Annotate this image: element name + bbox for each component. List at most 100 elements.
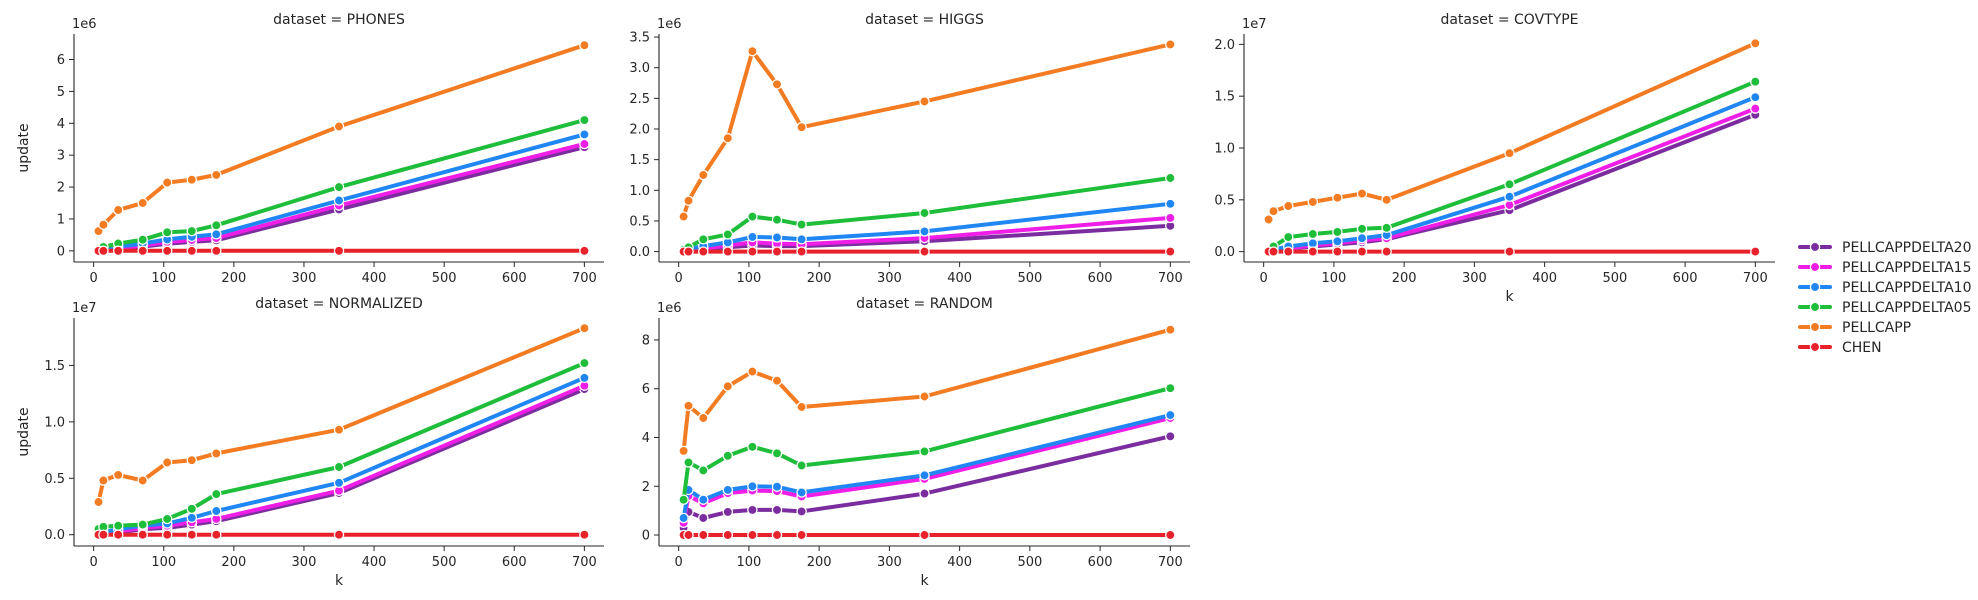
data-point xyxy=(98,529,109,540)
data-point xyxy=(333,181,345,193)
data-point xyxy=(137,529,148,540)
y-tick-label: 3 xyxy=(57,149,65,164)
panel-title: dataset = RANDOM xyxy=(856,296,993,312)
data-point xyxy=(771,529,783,541)
data-point xyxy=(1165,529,1176,541)
data-point xyxy=(796,506,807,517)
x-tick-label: 300 xyxy=(292,555,317,570)
data-point xyxy=(161,529,173,540)
data-point xyxy=(678,445,689,457)
data-point xyxy=(333,195,345,206)
data-point xyxy=(579,129,590,140)
y-tick-label: 3.5 xyxy=(629,31,650,46)
data-point xyxy=(747,246,758,257)
x-axis-label: k xyxy=(1505,289,1514,305)
panel-title: dataset = COVTYPE xyxy=(1440,12,1578,28)
data-point xyxy=(919,207,930,219)
panel-random: dataset = RANDOM 0 2 4 6 8 1e6 0 100 200 300 400 500… xyxy=(642,296,1190,589)
series-line-pellcappdelta05 xyxy=(1266,79,1758,254)
data-point xyxy=(1332,192,1343,203)
series-pellcappdelta10 xyxy=(1263,91,1761,257)
y-tick-label: 1.5 xyxy=(44,359,65,374)
data-point xyxy=(186,225,198,237)
y-tick-label: 2.5 xyxy=(629,92,650,107)
x-tick-label: 400 xyxy=(1532,271,1557,286)
data-point xyxy=(579,357,590,369)
data-point xyxy=(1165,324,1176,335)
data-point xyxy=(771,481,783,492)
series-chen xyxy=(678,529,1176,541)
legend-swatch-marker xyxy=(1809,281,1821,293)
data-point xyxy=(722,132,734,144)
panel-phones: dataset = PHONES 0 1 2 3 4 5 6 1e6 0 100 200 300 400 5… xyxy=(16,12,604,286)
x-tick-label: 500 xyxy=(432,555,457,570)
data-point xyxy=(919,246,930,257)
y-offset-label: 1e7 xyxy=(72,301,97,316)
data-point xyxy=(678,494,689,505)
data-point xyxy=(112,529,124,540)
y-tick-label: 4 xyxy=(57,117,65,132)
data-point xyxy=(747,529,758,541)
data-point xyxy=(579,114,590,126)
data-point xyxy=(579,322,590,334)
data-point xyxy=(161,245,173,257)
y-axis-label: update xyxy=(16,407,32,456)
data-point xyxy=(161,227,173,238)
data-point xyxy=(771,232,783,243)
data-point xyxy=(698,169,709,181)
series-line-pellcappdelta10 xyxy=(1266,95,1758,254)
data-point xyxy=(747,481,758,492)
y-tick-label: 0.5 xyxy=(1214,193,1235,208)
x-tick-label: 500 xyxy=(1017,271,1042,286)
series-line-pellcappdelta10 xyxy=(96,375,587,536)
data-point xyxy=(1381,246,1392,257)
data-point xyxy=(211,488,222,500)
data-point xyxy=(161,457,173,468)
data-point xyxy=(919,470,930,481)
data-point xyxy=(771,375,783,386)
data-point xyxy=(722,450,734,462)
y-tick-label: 0.5 xyxy=(44,472,65,487)
data-point xyxy=(112,204,124,216)
series-pellcappdelta05 xyxy=(1263,76,1761,257)
data-point xyxy=(1165,382,1176,394)
data-point xyxy=(796,460,807,471)
data-point xyxy=(579,138,590,150)
series-pellcapp xyxy=(93,39,590,237)
data-point xyxy=(1356,223,1368,235)
y-tick-label: 1.0 xyxy=(629,184,650,199)
data-point xyxy=(579,372,590,384)
y-tick-label: 6 xyxy=(642,382,650,397)
x-tick-label: 200 xyxy=(1392,271,1417,286)
data-point xyxy=(1504,191,1515,202)
data-point xyxy=(161,177,173,188)
data-point xyxy=(112,520,124,531)
series-pellcapp xyxy=(678,324,1176,457)
data-point xyxy=(93,496,104,508)
data-point xyxy=(1283,231,1294,243)
x-tick-label: 200 xyxy=(221,271,246,286)
data-point xyxy=(919,391,930,402)
y-tick-label: 3.0 xyxy=(629,61,650,76)
y-tick-label: 2.0 xyxy=(1214,38,1235,53)
data-point xyxy=(747,441,758,453)
y-tick-label: 0.0 xyxy=(629,245,650,260)
y-tick-label: 0.0 xyxy=(1214,245,1235,260)
data-point xyxy=(796,246,807,257)
data-point xyxy=(137,197,148,209)
legend: PELLCAPPDELTA20 PELLCAPPDELTA15 PELLCAPPDE… xyxy=(1798,240,1971,356)
y-tick-label: 1 xyxy=(57,212,65,227)
x-tick-label: 500 xyxy=(432,271,457,286)
x-tick-label: 700 xyxy=(572,271,597,286)
data-point xyxy=(747,231,758,243)
data-point xyxy=(333,529,345,540)
panel-title: dataset = NORMALIZED xyxy=(255,296,423,312)
series-pellcapp xyxy=(678,39,1176,222)
legend-entry-pellcapp: PELLCAPP xyxy=(1798,320,1911,336)
data-point xyxy=(698,412,709,424)
x-tick-label: 400 xyxy=(362,271,387,286)
data-point xyxy=(796,401,807,413)
y-tick-label: 2 xyxy=(57,181,65,196)
x-tick-label: 700 xyxy=(1158,271,1183,286)
